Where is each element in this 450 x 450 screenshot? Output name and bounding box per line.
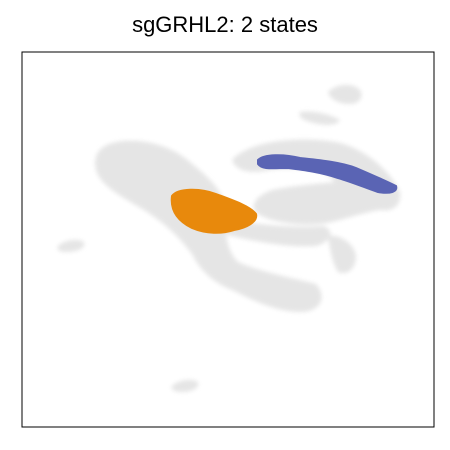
background-cluster-top-right xyxy=(328,85,362,104)
background-cluster-bottom-islet xyxy=(172,380,199,392)
background-cluster-tail-right xyxy=(328,236,356,273)
background-cells xyxy=(57,85,400,392)
plot-frame xyxy=(22,52,434,427)
background-cluster-right-small xyxy=(299,111,340,124)
background-cluster-left-islet xyxy=(57,240,84,252)
